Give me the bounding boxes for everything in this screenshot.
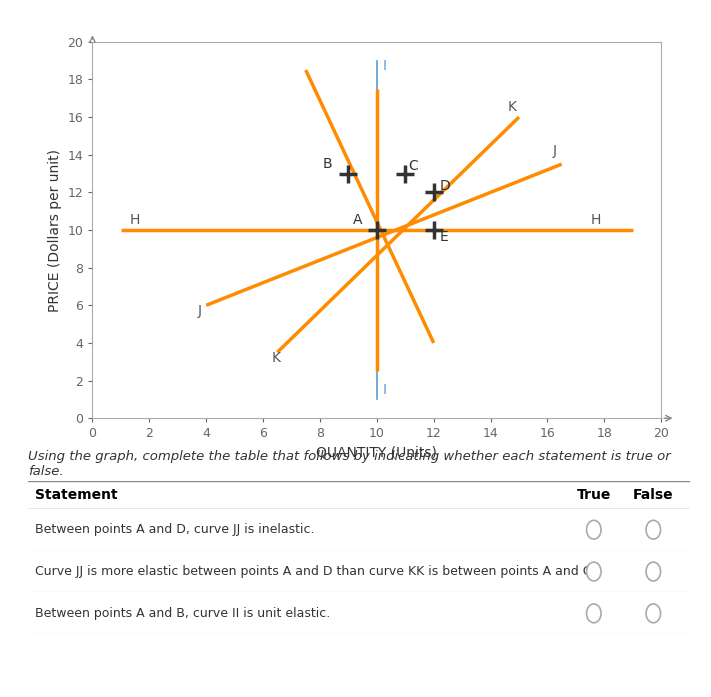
Text: Curve JJ is more elastic between points A and D than curve KK is between points : Curve JJ is more elastic between points … xyxy=(35,565,596,578)
Text: A: A xyxy=(353,213,362,227)
Text: K: K xyxy=(508,100,517,114)
Text: False: False xyxy=(633,488,673,502)
Text: True: True xyxy=(577,488,611,502)
Ellipse shape xyxy=(587,562,601,581)
Ellipse shape xyxy=(646,562,661,581)
Text: K: K xyxy=(272,351,281,365)
Ellipse shape xyxy=(587,604,601,623)
Text: Using the graph, complete the table that follows by indicating whether each stat: Using the graph, complete the table that… xyxy=(28,450,671,477)
Ellipse shape xyxy=(587,520,601,539)
Text: I: I xyxy=(383,59,387,73)
Text: H: H xyxy=(129,213,140,227)
Text: I: I xyxy=(383,383,387,397)
Text: J: J xyxy=(553,144,557,158)
Ellipse shape xyxy=(646,604,661,623)
Y-axis label: PRICE (Dollars per unit): PRICE (Dollars per unit) xyxy=(48,148,62,312)
Ellipse shape xyxy=(646,520,661,539)
Text: Between points A and B, curve II is unit elastic.: Between points A and B, curve II is unit… xyxy=(35,607,331,620)
Text: D: D xyxy=(439,180,450,194)
Text: J: J xyxy=(198,304,202,318)
Text: B: B xyxy=(323,157,333,171)
Text: Statement: Statement xyxy=(35,488,118,502)
Text: E: E xyxy=(439,230,448,245)
X-axis label: QUANTITY (Units): QUANTITY (Units) xyxy=(316,446,437,460)
Text: H: H xyxy=(590,213,601,227)
Text: C: C xyxy=(408,159,418,173)
Text: Between points A and D, curve JJ is inelastic.: Between points A and D, curve JJ is inel… xyxy=(35,523,314,536)
